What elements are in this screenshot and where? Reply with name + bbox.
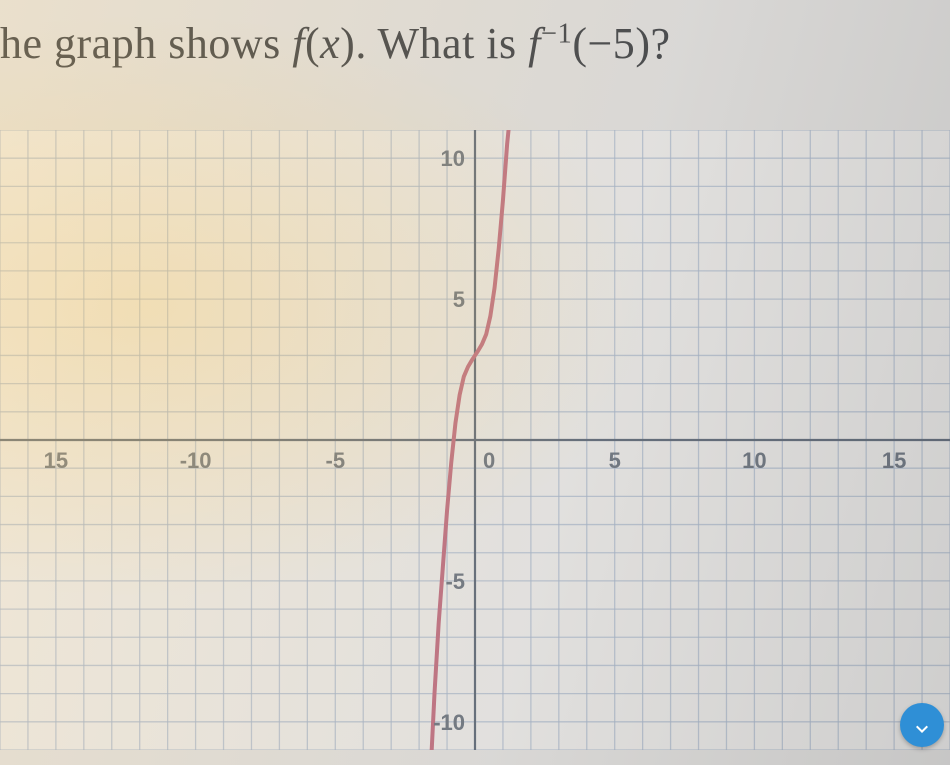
- svg-text:-10: -10: [433, 710, 465, 735]
- q-prefix: he graph shows: [0, 19, 292, 68]
- fx-var: x: [320, 19, 340, 68]
- fx-open: (: [305, 19, 320, 68]
- inv-exp: −1: [541, 18, 572, 49]
- scroll-down-button[interactable]: [900, 703, 944, 747]
- inv-close: ): [635, 19, 650, 68]
- inv-arg: −5: [587, 19, 635, 68]
- question-text: he graph shows f(x). What is f−1(−5)?: [0, 18, 950, 69]
- fx-expression: f(x): [292, 19, 355, 68]
- svg-text:-10: -10: [180, 448, 212, 473]
- inv-f: f: [528, 19, 541, 68]
- svg-text:0: 0: [483, 448, 495, 473]
- fx-close: ): [340, 19, 355, 68]
- finv-expression: f−1(−5): [528, 19, 650, 68]
- q-mark: ?: [650, 19, 670, 68]
- svg-text:-5: -5: [326, 448, 346, 473]
- svg-text:10: 10: [742, 448, 766, 473]
- fx-f: f: [292, 19, 305, 68]
- svg-text:5: 5: [609, 448, 621, 473]
- svg-text:5: 5: [453, 287, 465, 312]
- svg-text:15: 15: [44, 448, 68, 473]
- function-graph: 15-10-5051015-10-5510-10: [0, 130, 950, 750]
- svg-text:15: 15: [882, 448, 906, 473]
- svg-text:-5: -5: [445, 569, 465, 594]
- arrow-down-icon: [910, 713, 934, 737]
- svg-text:10: 10: [441, 146, 465, 171]
- q-middle: . What is: [355, 19, 528, 68]
- inv-open: (: [572, 19, 587, 68]
- chart-container: 15-10-5051015-10-5510-10: [0, 130, 950, 750]
